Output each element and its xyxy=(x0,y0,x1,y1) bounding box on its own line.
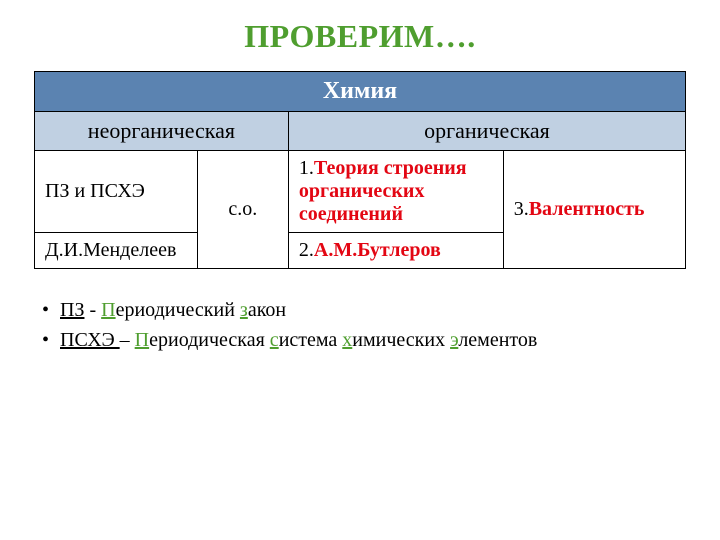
accent-letter: з xyxy=(240,299,248,321)
definition-abbr: ПЗ xyxy=(60,299,84,321)
accent-letter: х xyxy=(342,329,352,351)
cell-valency: 3.Валентность xyxy=(503,151,685,269)
accent-letter: П xyxy=(135,329,149,351)
cell-butlerov: 2.А.М.Бутлеров xyxy=(288,233,503,269)
cell-red-text: А.М.Бутлеров xyxy=(314,239,441,261)
cell-prefix: 3. xyxy=(514,198,529,220)
cell-theory: 1.Теория строения органических соединени… xyxy=(288,151,503,233)
definitions-list: ПЗ - Периодический законПСХЭ – Периодиче… xyxy=(34,295,686,355)
definition-item: ПЗ - Периодический закон xyxy=(60,295,686,325)
cell-co: с.о. xyxy=(197,151,288,269)
definition-item: ПСХЭ – Периодическая система химических … xyxy=(60,325,686,355)
cell-prefix: 1. xyxy=(299,157,314,179)
cell-mendeleev: Д.И.Менделеев xyxy=(35,233,198,269)
slide-title: ПРОВЕРИМ…. xyxy=(34,18,686,55)
cell-prefix: 2. xyxy=(299,239,314,261)
cell-red-text: Валентность xyxy=(529,198,645,220)
definition-abbr: ПСХЭ xyxy=(60,329,120,351)
accent-letter: э xyxy=(450,329,458,351)
subheader-inorganic: неорганическая xyxy=(35,112,289,151)
table-header: Химия xyxy=(35,72,686,112)
accent-letter: с xyxy=(270,329,279,351)
accent-letter: П xyxy=(101,299,115,321)
cell-red-text: Теория строения органических соединений xyxy=(299,157,467,225)
chemistry-table: Химия неорганическая органическая ПЗ и П… xyxy=(34,71,686,269)
subheader-organic: органическая xyxy=(288,112,685,151)
cell-pz-pshe: ПЗ и ПСХЭ xyxy=(35,151,198,233)
